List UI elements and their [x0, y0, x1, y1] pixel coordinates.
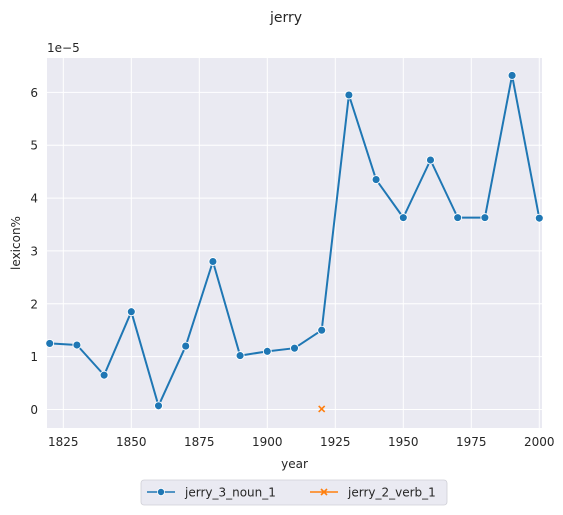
- series-layer: [45, 70, 544, 413]
- plot-area: [47, 58, 542, 428]
- x-tick-label: 1975: [456, 435, 487, 449]
- data-point: [154, 401, 163, 411]
- data-point: [126, 307, 136, 317]
- x-tick-label: 1825: [48, 435, 79, 449]
- series-jerry_2_verb_1: [318, 405, 326, 413]
- x-tick-label: 1950: [388, 435, 419, 449]
- data-point: [208, 257, 218, 266]
- x-axis-label: year: [281, 457, 308, 471]
- data-point: [235, 351, 245, 361]
- data-point: [181, 341, 191, 351]
- data-point: [453, 213, 463, 223]
- x-tick-label: 1900: [252, 435, 283, 449]
- y-tick-label: 4: [30, 192, 38, 206]
- y-tick-label: 1: [30, 350, 38, 364]
- x-tick-label: 1850: [116, 435, 147, 449]
- chart-title: jerry: [269, 10, 302, 26]
- y-axis-scale-label: 1e−5: [47, 41, 80, 55]
- x-tick-label: 1925: [320, 435, 351, 449]
- y-tick-label: 6: [30, 86, 38, 100]
- legend: jerry_3_noun_1 jerry_2_verb_1: [140, 479, 448, 506]
- data-point: [290, 343, 299, 353]
- y-tick-label: 3: [30, 244, 38, 258]
- y-tick-label: 0: [30, 403, 38, 417]
- legend-label-verb: jerry_2_verb_1: [347, 486, 436, 500]
- data-point: [398, 213, 408, 223]
- grid-lines: [47, 58, 542, 428]
- data-point: [507, 70, 517, 80]
- data-point: [45, 338, 55, 348]
- data-point: [426, 155, 435, 165]
- series-jerry_3_noun_1: [45, 70, 544, 411]
- legend-marker-verb: [320, 488, 328, 496]
- data-point: [72, 340, 82, 350]
- legend-label-noun: jerry_3_noun_1: [184, 486, 276, 500]
- x-tick-label: 1875: [184, 435, 215, 449]
- data-point: [99, 370, 109, 380]
- y-tick-label: 2: [30, 297, 38, 311]
- data-point: [318, 405, 326, 413]
- data-point: [317, 325, 327, 335]
- y-axis-label: lexicon%: [9, 216, 23, 270]
- data-point: [371, 175, 381, 185]
- legend-marker-noun: [156, 487, 165, 496]
- data-point: [344, 90, 354, 100]
- y-tick-label: 5: [30, 139, 38, 153]
- data-point: [480, 213, 490, 223]
- data-point: [534, 213, 544, 223]
- x-axis-ticks: 1825 1850 1875 1900 1925 1950 1975 2000: [48, 435, 555, 449]
- legend-box: [140, 479, 448, 506]
- y-axis-ticks: 0 1 2 3 4 5 6: [30, 86, 38, 417]
- x-tick-label: 2000: [524, 435, 555, 449]
- data-point: [262, 346, 272, 356]
